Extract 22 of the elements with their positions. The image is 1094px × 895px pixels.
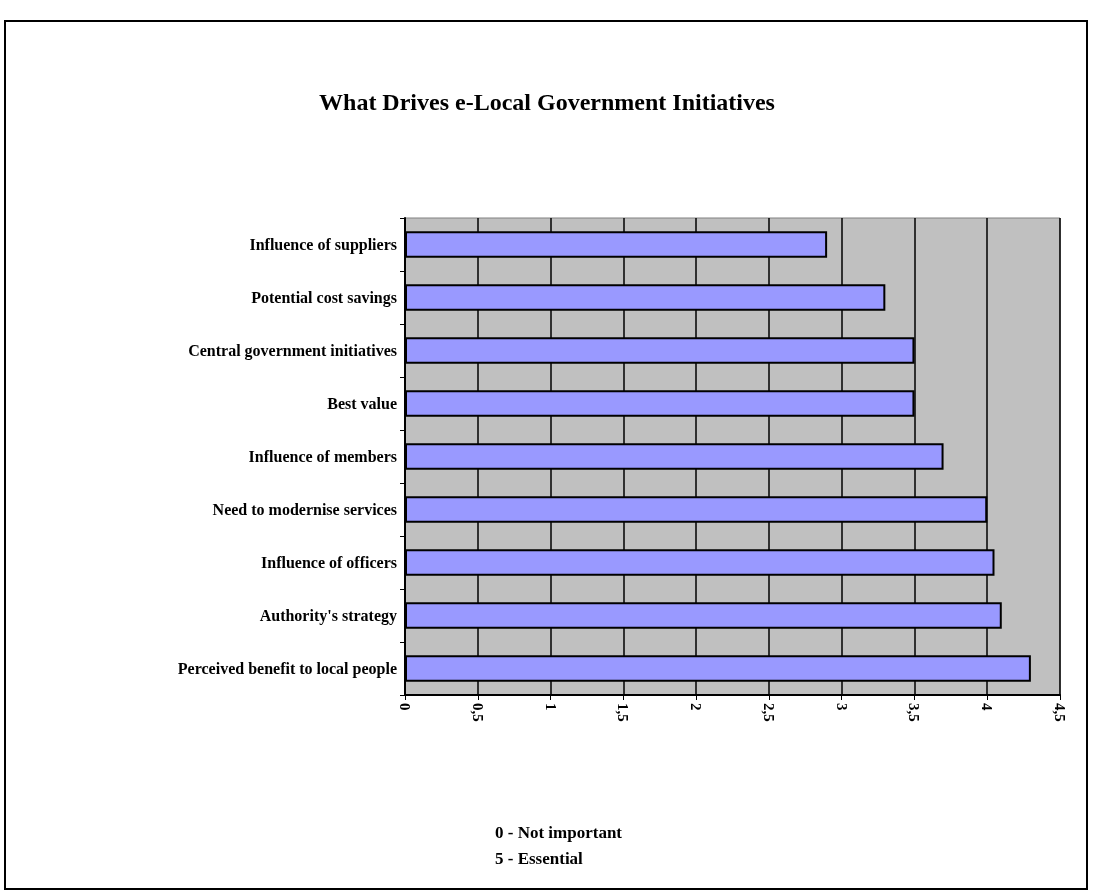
text: 5 - Essential	[495, 848, 584, 870]
y-tick-label: Influence of members	[248, 448, 397, 465]
y-tick-label: Best value	[327, 395, 397, 412]
x-tick-label: 0,5	[469, 703, 486, 722]
x-tick-label: 2	[688, 703, 705, 711]
x-tick-label: 1	[542, 703, 559, 711]
y-tick-label: Central government initiatives	[188, 342, 397, 360]
y-tick-label: Potential cost savings	[251, 289, 397, 307]
x-tick-label: 3,5	[906, 703, 923, 722]
x-tick-label: 2,5	[760, 703, 777, 722]
y-tick-label: Influence of suppliers	[249, 236, 397, 254]
x-tick-label: 3	[833, 703, 850, 711]
chart-title: What Drives e-Local Government Initiatives	[319, 89, 775, 115]
x-tick-label: 4	[979, 703, 996, 711]
y-tick-label: Need to modernise services	[212, 501, 397, 518]
y-tick-label: Authority's strategy	[259, 607, 397, 625]
x-tick-label: 0	[397, 703, 413, 711]
x-tick-label: 4,5	[1052, 703, 1068, 722]
y-tick-label: Influence of officers	[261, 554, 397, 571]
x-tick-label: 1,5	[615, 703, 632, 722]
y-tick-label: Perceived benefit to local people	[177, 660, 397, 678]
text: 0 - Not important	[495, 822, 623, 844]
